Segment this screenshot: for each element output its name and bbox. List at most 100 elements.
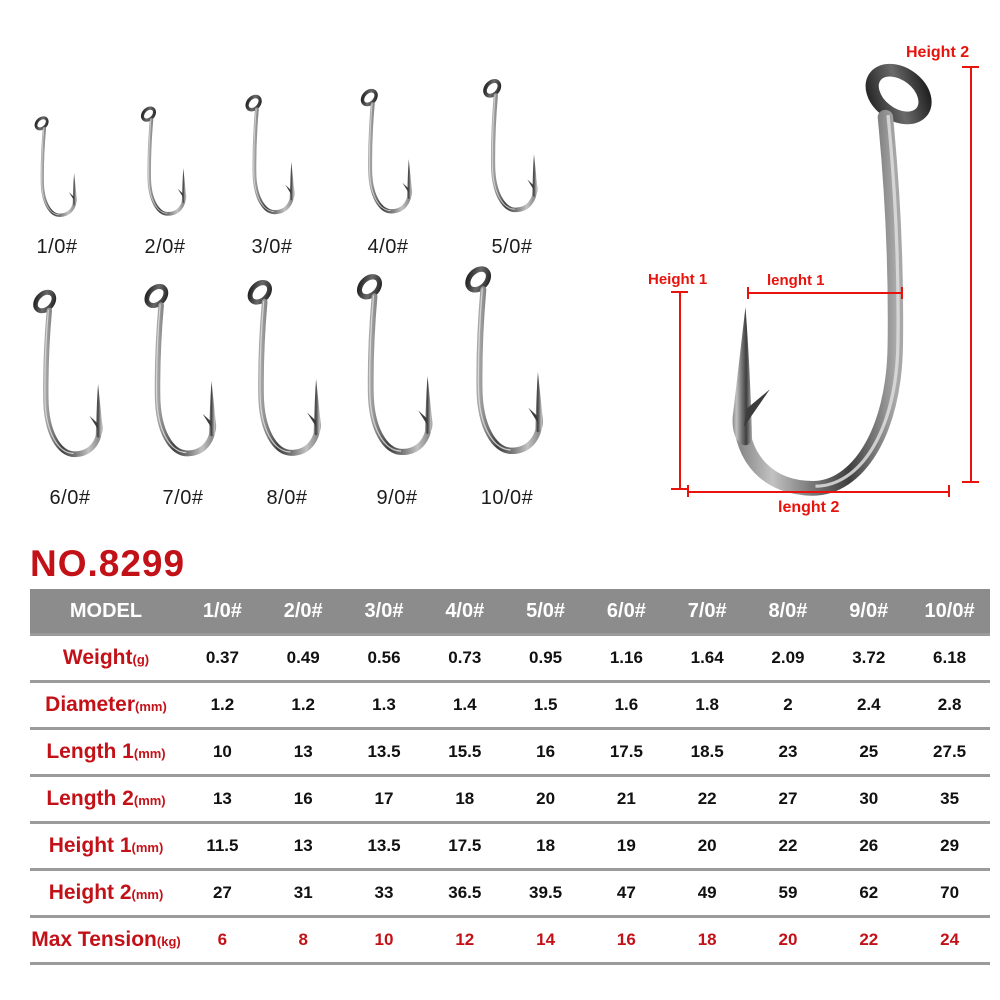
size-column-header: 5/0# <box>505 589 586 635</box>
length1-tick-left <box>747 287 749 299</box>
height2-dim-label: Height 2 <box>906 44 970 61</box>
spec-value-cell: 6.18 <box>933 648 967 667</box>
spec-value-cell: 36.5 <box>448 883 482 902</box>
hook-photo-6-0 <box>24 286 116 482</box>
spec-value-cell: 6 <box>217 930 228 949</box>
spec-value-cell: 13 <box>293 742 313 761</box>
spec-value-cell: 19 <box>616 836 636 855</box>
hook-photo-7-0 <box>135 280 230 482</box>
size-column-header: 9/0# <box>828 589 910 635</box>
size-column-header: 6/0# <box>585 589 667 635</box>
height1-measure-line <box>679 292 681 490</box>
size-column-header: 3/0# <box>343 589 425 635</box>
spec-value-cell: 13.5 <box>367 742 401 761</box>
spec-table: MODEL 1/0# 2/0# 3/0# 4/0# 5/0# 6/0# 7/0# 8/0# 9/0… <box>30 589 990 965</box>
spec-value-cell: 15.5 <box>448 742 482 761</box>
hook-photo-4-0 <box>354 86 422 232</box>
spec-value-cell: 0.37 <box>205 648 239 667</box>
spec-value-cell: 33 <box>374 883 394 902</box>
length1-tick-right <box>901 287 903 299</box>
spec-value-cell: 16 <box>536 742 556 761</box>
hook-size-label: 6/0# <box>49 487 91 509</box>
spec-value-cell: 1.8 <box>695 695 719 714</box>
spec-value-cell: 24 <box>940 930 960 949</box>
spec-value-cell: 10 <box>374 930 394 949</box>
spec-value-cell: 16 <box>616 930 636 949</box>
model-column-header: MODEL <box>30 589 182 635</box>
hook-size-label: 7/0# <box>162 487 204 509</box>
length1-measure-line <box>748 292 902 294</box>
spec-value-cell: 29 <box>940 836 960 855</box>
spec-value-cell: 13.5 <box>367 836 401 855</box>
spec-value-cell: 2.4 <box>856 695 881 714</box>
spec-value-cell: 20 <box>778 930 798 949</box>
size-column-header: 10/0# <box>909 589 990 635</box>
height1-tick-top <box>671 291 688 293</box>
length2-measure-line <box>688 491 950 493</box>
spec-value-cell: 1.3 <box>372 695 396 714</box>
hook-size-label: 4/0# <box>367 236 409 258</box>
spec-value-cell: 13 <box>212 789 232 808</box>
spec-row-label: Diameter(mm) <box>45 693 167 716</box>
spec-row-label: Length 1(mm) <box>46 740 166 763</box>
height2-tick-top <box>962 66 979 68</box>
hook-size-label: 10/0# <box>480 487 534 509</box>
size-column-header: 4/0# <box>424 589 506 635</box>
size-column-header: 2/0# <box>262 589 344 635</box>
spec-value-cell: 17.5 <box>609 742 643 761</box>
spec-value-cell: 1.4 <box>452 695 477 714</box>
size-column-header: 1/0# <box>182 589 263 635</box>
spec-value-cell: 49 <box>697 883 717 902</box>
hook-photo-1-0 <box>32 113 79 218</box>
spec-value-cell: 18 <box>455 789 475 808</box>
hook-photo-5-0 <box>476 76 548 232</box>
hook-size-label: 8/0# <box>266 487 308 509</box>
spec-value-cell: 27.5 <box>933 742 967 761</box>
height1-dim-label: Height 1 <box>648 271 708 288</box>
spec-value-cell: 1.2 <box>291 695 316 714</box>
spec-value-cell: 39.5 <box>529 883 563 902</box>
spec-value-cell: 17 <box>374 789 394 808</box>
spec-value-cell: 16 <box>293 789 313 808</box>
spec-value-cell: 30 <box>859 789 879 808</box>
spec-value-cell: 18.5 <box>690 742 724 761</box>
model-number-title: NO.8299 <box>30 543 186 584</box>
big-hook-photo <box>694 54 958 560</box>
spec-value-cell: 59 <box>778 883 798 902</box>
spec-value-cell: 20 <box>536 789 556 808</box>
spec-value-cell: 23 <box>778 742 798 761</box>
spec-value-cell: 21 <box>616 789 636 808</box>
spec-row-label: Height 1(mm) <box>48 834 164 857</box>
hook-size-label: 3/0# <box>251 236 293 258</box>
hook-size-label: 1/0# <box>36 236 78 258</box>
spec-value-cell: 1.64 <box>690 648 724 667</box>
spec-value-cell: 1.2 <box>210 695 235 714</box>
spec-value-cell: 70 <box>940 883 960 902</box>
spec-value-cell: 18 <box>536 836 556 855</box>
size-column-header: 8/0# <box>747 589 829 635</box>
spec-value-cell: 26 <box>859 836 879 855</box>
spec-value-cell: 22 <box>697 789 717 808</box>
height2-tick-bottom <box>962 481 979 483</box>
spec-value-cell: 18 <box>697 930 717 949</box>
length2-tick-left <box>687 485 689 497</box>
spec-value-cell: 8 <box>298 930 308 949</box>
spec-value-cell: 1.6 <box>614 695 639 714</box>
spec-value-cell: 0.95 <box>529 648 563 667</box>
spec-value-cell: 27 <box>212 883 232 902</box>
hook-size-label: 9/0# <box>376 487 418 509</box>
spec-value-cell: 1.5 <box>533 695 558 714</box>
size-column-header: 7/0# <box>666 589 748 635</box>
spec-value-cell: 2.09 <box>771 648 805 667</box>
hook-photo-10-0 <box>455 262 558 482</box>
hook-size-label: 2/0# <box>144 236 186 258</box>
spec-value-cell: 31 <box>293 883 313 902</box>
spec-value-cell: 13 <box>293 836 313 855</box>
spec-row-label: Length 2(mm) <box>46 787 166 810</box>
height1-tick-bottom <box>671 488 688 490</box>
length2-tick-right <box>948 485 950 497</box>
spec-value-cell: 3.72 <box>852 648 886 667</box>
spec-row-label: Weight(g) <box>62 646 150 669</box>
spec-value-cell: 35 <box>940 789 960 808</box>
spec-value-cell: 2.8 <box>937 695 962 714</box>
